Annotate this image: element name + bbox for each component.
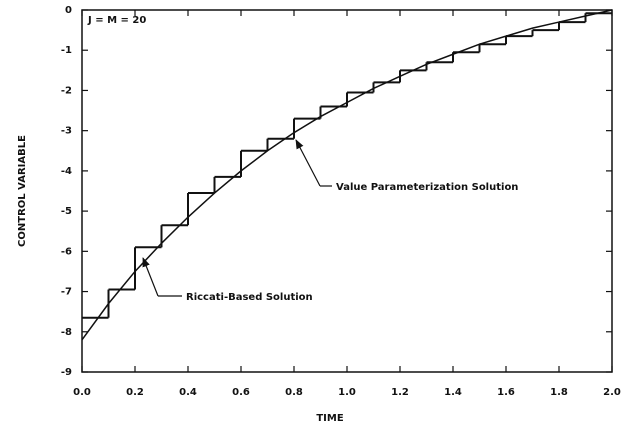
x-tick-label: 1.2	[391, 387, 409, 398]
y-tick-label: -3	[61, 126, 72, 137]
x-tick-label: 0.4	[179, 387, 197, 398]
y-tick-label: 0	[65, 5, 72, 16]
y-tick-label: -8	[61, 327, 72, 338]
series-annotation: Riccati-Based Solution	[186, 292, 313, 303]
annotation-arrow	[142, 257, 159, 297]
y-tick-label: -1	[61, 45, 72, 56]
x-tick-label: 1.0	[338, 387, 356, 398]
x-tick-label: 0.2	[126, 387, 144, 398]
x-tick-label: 0.8	[285, 387, 303, 398]
x-tick-label: 0.6	[232, 387, 250, 398]
y-tick-label: -7	[61, 287, 72, 298]
annotation-arrow	[295, 139, 321, 187]
y-tick-label: -9	[61, 367, 72, 378]
x-tick-label: 2.0	[603, 387, 621, 398]
y-tick-label: -4	[61, 166, 72, 177]
x-axis-label: TIME	[316, 413, 343, 424]
y-tick-label: -2	[61, 85, 72, 96]
y-tick-label: -6	[61, 246, 72, 257]
x-tick-label: 0.0	[73, 387, 91, 398]
series-annotation: Value Parameterization Solution	[336, 182, 518, 193]
annotation: J = M = 20	[87, 15, 146, 26]
series-line	[81, 9, 613, 341]
x-tick-label: 1.8	[550, 387, 568, 398]
y-axis-label: CONTROL VARIABLE	[17, 135, 28, 247]
x-tick-label: 1.6	[497, 387, 515, 398]
y-tick-label: -5	[61, 206, 72, 217]
x-tick-label: 1.4	[444, 387, 462, 398]
